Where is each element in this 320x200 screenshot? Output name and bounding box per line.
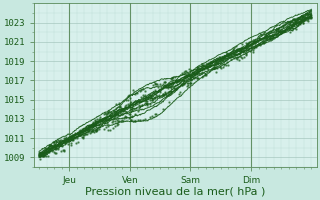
X-axis label: Pression niveau de la mer( hPa ): Pression niveau de la mer( hPa ): [85, 187, 266, 197]
